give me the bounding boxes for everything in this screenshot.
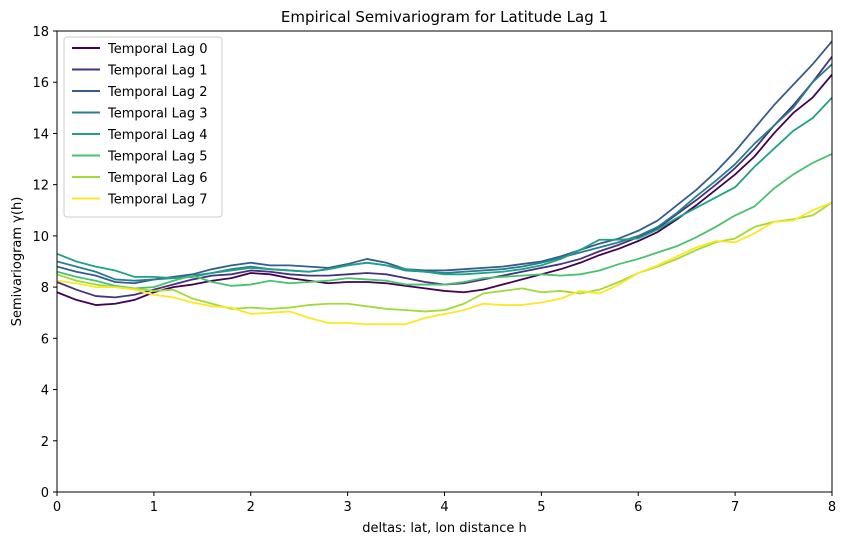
x-axis-ticks: 0 1 2 3 4 5 6 7 8 xyxy=(53,492,836,515)
series-line-lag-5 xyxy=(57,153,832,290)
y-tick-label: 8 xyxy=(41,281,49,296)
chart-title: Empirical Semivariogram for Latitude Lag… xyxy=(281,8,608,26)
legend-label: Temporal Lag 1 xyxy=(107,64,208,79)
y-tick-label: 4 xyxy=(41,384,49,399)
legend-label: Temporal Lag 5 xyxy=(107,150,208,165)
x-tick-label: 8 xyxy=(828,500,836,515)
legend-label: Temporal Lag 0 xyxy=(107,42,208,57)
y-axis-ticks: 0 2 4 6 8 10 12 14 16 18 xyxy=(32,25,57,501)
legend-label: Temporal Lag 7 xyxy=(107,193,208,208)
y-tick-label: 14 xyxy=(32,127,49,142)
series-line-lag-7 xyxy=(57,201,832,326)
plot-lines xyxy=(57,40,832,326)
legend-label: Temporal Lag 2 xyxy=(107,85,208,100)
legend-label: Temporal Lag 4 xyxy=(107,128,208,143)
y-tick-label: 10 xyxy=(32,230,49,245)
legend-box xyxy=(63,36,223,218)
y-tick-label: 6 xyxy=(41,332,49,347)
y-tick-label: 16 xyxy=(32,76,49,91)
x-tick-label: 3 xyxy=(343,500,351,515)
legend-label: Temporal Lag 3 xyxy=(107,107,208,122)
legend-label: Temporal Lag 6 xyxy=(107,171,208,186)
y-axis-label: Semivariogram γ(h) xyxy=(10,197,25,327)
legend: Temporal Lag 0 Temporal Lag 1 Temporal Lag… xyxy=(63,36,223,218)
y-tick-label: 0 xyxy=(41,486,49,501)
x-tick-label: 2 xyxy=(247,500,255,515)
y-tick-label: 2 xyxy=(41,435,49,450)
x-tick-label: 4 xyxy=(440,500,448,515)
series-line-lag-0 xyxy=(57,73,832,306)
x-tick-label: 0 xyxy=(53,500,61,515)
x-axis-label: deltas: lat, lon distance h xyxy=(362,521,527,536)
x-tick-label: 5 xyxy=(537,500,545,515)
x-tick-label: 7 xyxy=(731,500,739,515)
x-tick-label: 6 xyxy=(634,500,642,515)
y-tick-label: 18 xyxy=(32,25,49,40)
y-tick-label: 12 xyxy=(32,179,49,194)
series-line-lag-2 xyxy=(57,40,832,285)
x-tick-label: 1 xyxy=(150,500,158,515)
series-line-lag-6 xyxy=(57,201,832,313)
